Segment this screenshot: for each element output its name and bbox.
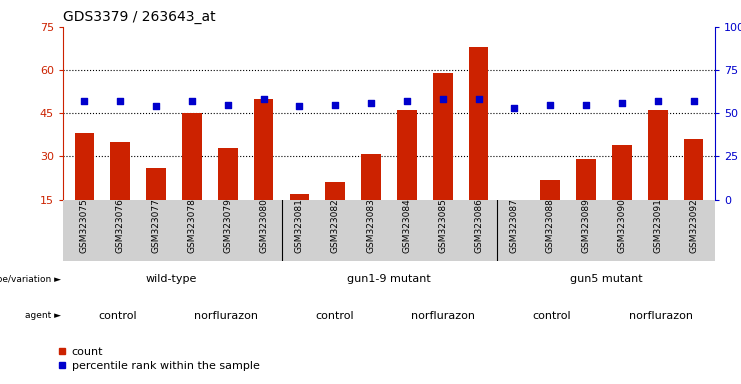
Bar xyxy=(433,73,453,243)
Point xyxy=(580,101,592,108)
Bar xyxy=(540,180,560,243)
Text: gun1-9 mutant: gun1-9 mutant xyxy=(347,274,431,285)
Point xyxy=(545,101,556,108)
Bar xyxy=(325,182,345,243)
Text: control: control xyxy=(533,311,571,321)
Text: agent ►: agent ► xyxy=(25,311,61,320)
Bar xyxy=(290,194,309,243)
Bar xyxy=(362,154,381,243)
Legend: count, percentile rank within the sample: count, percentile rank within the sample xyxy=(57,348,260,371)
Bar xyxy=(110,142,130,243)
Point xyxy=(329,101,341,108)
Point xyxy=(652,98,664,104)
Text: GDS3379 / 263643_at: GDS3379 / 263643_at xyxy=(63,10,216,25)
Point xyxy=(365,100,377,106)
Text: gun5 mutant: gun5 mutant xyxy=(570,274,642,285)
Bar xyxy=(469,47,488,243)
Bar xyxy=(505,200,525,243)
Point xyxy=(508,105,520,111)
Point xyxy=(293,103,305,109)
Point xyxy=(258,96,270,103)
Point xyxy=(186,98,198,104)
Point xyxy=(150,103,162,109)
Text: norflurazon: norflurazon xyxy=(628,311,693,321)
Bar xyxy=(75,134,94,243)
Bar xyxy=(612,145,632,243)
Bar xyxy=(218,148,238,243)
Point xyxy=(688,98,700,104)
Text: norflurazon: norflurazon xyxy=(411,311,476,321)
Bar xyxy=(253,99,273,243)
Point xyxy=(401,98,413,104)
Point xyxy=(616,100,628,106)
Bar xyxy=(576,159,596,243)
Bar xyxy=(397,111,416,243)
Point xyxy=(222,101,233,108)
Bar xyxy=(146,168,166,243)
Point xyxy=(114,98,126,104)
Point xyxy=(79,98,90,104)
Text: control: control xyxy=(98,311,136,321)
Text: control: control xyxy=(316,311,354,321)
Text: norflurazon: norflurazon xyxy=(194,311,258,321)
Point xyxy=(473,96,485,103)
Text: wild-type: wild-type xyxy=(146,274,197,285)
Text: genotype/variation ►: genotype/variation ► xyxy=(0,275,61,284)
Bar xyxy=(182,113,202,243)
Bar xyxy=(684,139,703,243)
Bar xyxy=(648,111,668,243)
Point xyxy=(437,96,449,103)
